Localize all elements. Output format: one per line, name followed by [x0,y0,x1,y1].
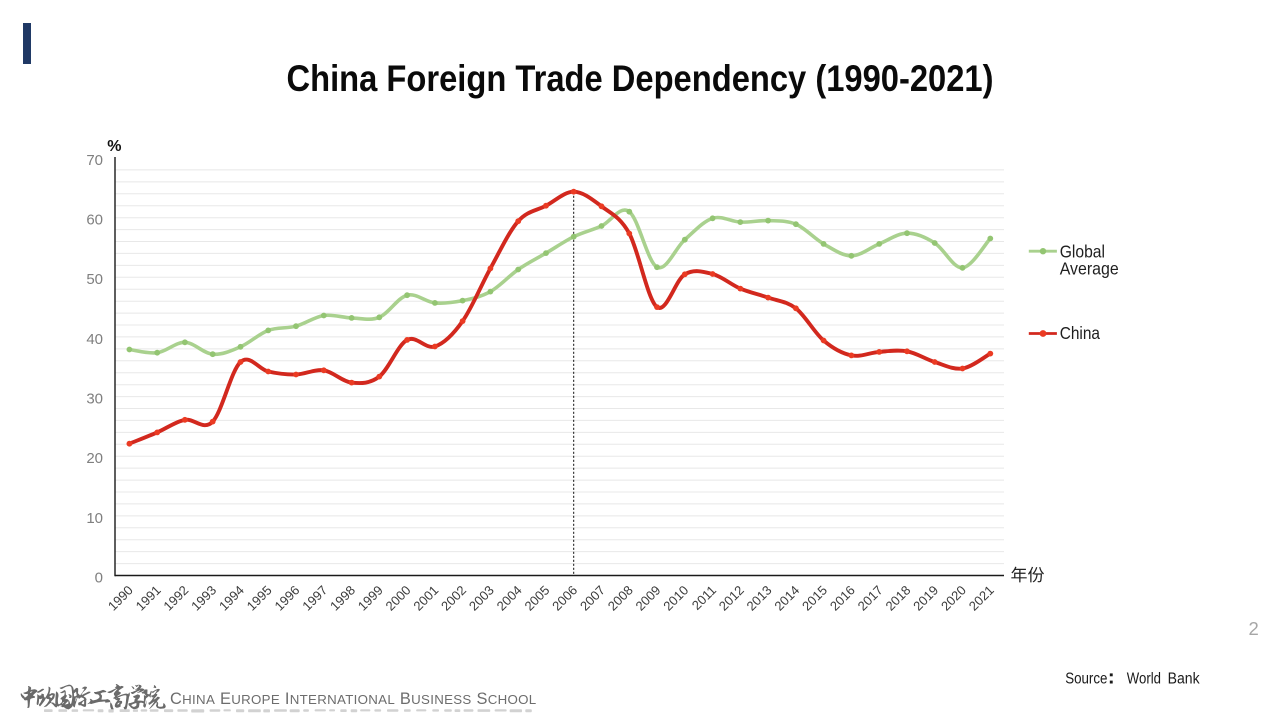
svg-text:1991: 1991 [133,583,164,614]
svg-text:1999: 1999 [355,583,386,614]
svg-text:2013: 2013 [744,583,775,614]
svg-text:%: % [107,138,121,155]
svg-text:2002: 2002 [438,583,469,614]
svg-text:2021: 2021 [966,583,997,614]
svg-text:2011: 2011 [689,583,719,613]
svg-text:2006: 2006 [549,583,580,614]
svg-text:2010: 2010 [660,583,691,614]
svg-text:China Foreign Trade Dependency: China Foreign Trade Dependency (1990-202… [287,57,994,99]
svg-text:2015: 2015 [799,583,830,614]
svg-text:40: 40 [86,331,103,348]
svg-text:2: 2 [1249,618,1259,639]
svg-text:0: 0 [95,569,103,586]
svg-text:1996: 1996 [271,583,302,614]
svg-text:2014: 2014 [771,583,802,614]
svg-text:1998: 1998 [327,583,358,614]
svg-text:Global: Global [1060,242,1105,262]
svg-text:70: 70 [86,152,103,169]
svg-text:1990: 1990 [105,583,136,614]
svg-text:30: 30 [86,391,103,408]
svg-text:1997: 1997 [299,583,330,614]
svg-text:2012: 2012 [716,583,747,614]
svg-text:Source: Source [1065,671,1107,688]
svg-text:World: World [1127,671,1161,688]
svg-text:2018: 2018 [882,583,913,614]
svg-text:2003: 2003 [466,583,497,614]
svg-text:10: 10 [86,510,103,527]
svg-text:2008: 2008 [605,583,636,614]
svg-text:2000: 2000 [383,583,414,614]
svg-text:2009: 2009 [632,583,663,614]
svg-text:1993: 1993 [188,583,219,614]
svg-text:2016: 2016 [827,583,858,614]
svg-text:2017: 2017 [855,583,886,614]
svg-text:2005: 2005 [521,583,552,614]
svg-text:1994: 1994 [216,583,247,614]
svg-text:50: 50 [86,271,103,288]
svg-text:2019: 2019 [910,583,941,614]
svg-text:2020: 2020 [938,583,969,614]
svg-text:Average: Average [1060,259,1119,279]
svg-text:20: 20 [86,450,103,467]
svg-text:2001: 2001 [410,583,441,614]
svg-text:2004: 2004 [494,583,525,614]
svg-text:China: China [1060,323,1101,343]
svg-text:2007: 2007 [577,583,608,614]
svg-text:60: 60 [86,212,103,229]
svg-text:1995: 1995 [244,583,275,614]
svg-text:Bank: Bank [1168,671,1200,688]
svg-text:1992: 1992 [160,583,191,614]
